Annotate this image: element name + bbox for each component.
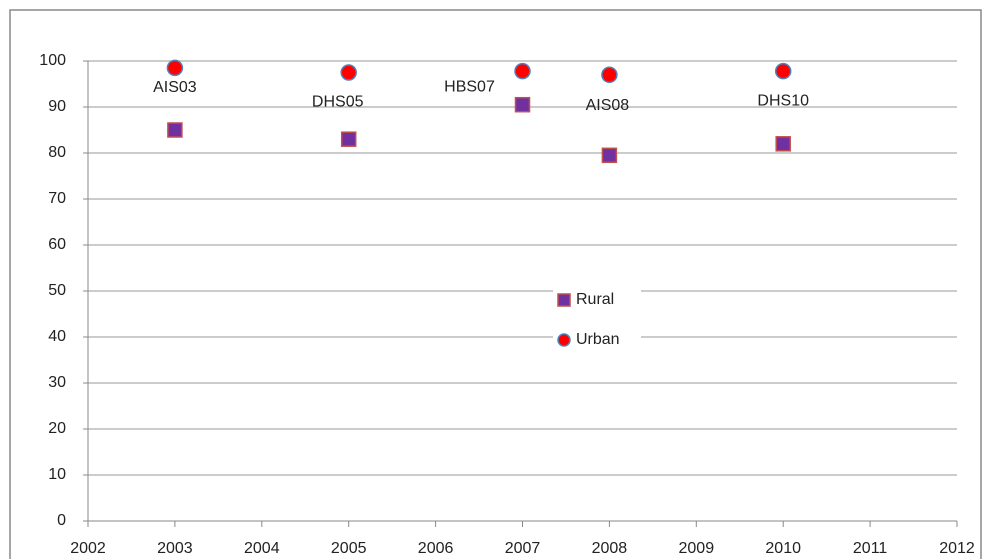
y-tick-label: 80 (48, 144, 66, 161)
point (601, 66, 618, 84)
legend-marker (557, 333, 571, 347)
annotation: AIS08 (586, 97, 630, 114)
y-tick-label: 20 (48, 420, 66, 437)
x-tick-label: 2005 (331, 540, 367, 557)
annotation: AIS03 (153, 79, 197, 96)
x-tick-label: 2011 (853, 540, 888, 557)
point (775, 136, 791, 152)
x-tick-label: 2010 (765, 540, 801, 557)
point (166, 59, 184, 77)
x-tick-label: 2012 (939, 540, 975, 557)
point (340, 64, 357, 81)
x-tick-label: 2003 (157, 540, 193, 557)
y-tick-label: 70 (48, 190, 66, 207)
x-tick-label: 2009 (679, 540, 715, 557)
point (167, 122, 183, 138)
annotation: DHS10 (757, 92, 809, 109)
point (340, 131, 357, 147)
point (514, 96, 531, 113)
point (601, 147, 618, 164)
annotation: DHS05 (312, 94, 364, 111)
y-tick-label: 90 (48, 98, 66, 115)
y-tick-label: 30 (48, 374, 66, 391)
y-tick-label: 50 (48, 282, 66, 299)
legend-label: Rural (576, 291, 614, 308)
annotation: HBS07 (444, 78, 495, 95)
y-tick-label: 40 (48, 328, 66, 345)
y-tick-label: 10 (48, 466, 66, 483)
x-tick-label: 2006 (418, 540, 454, 557)
chart-frame (9, 9, 982, 559)
legend-label: Urban (576, 331, 620, 348)
y-tick-label: 60 (48, 236, 66, 253)
x-tick-label: 2008 (592, 540, 628, 557)
x-tick-label: 2004 (244, 540, 280, 557)
x-tick-label: 2007 (505, 540, 541, 557)
y-tick-label: 100 (39, 52, 66, 69)
x-tick-label: 2002 (70, 540, 106, 557)
point (774, 62, 792, 80)
legend-marker (557, 293, 571, 307)
y-tick-label: 0 (57, 512, 66, 529)
point (514, 62, 531, 80)
